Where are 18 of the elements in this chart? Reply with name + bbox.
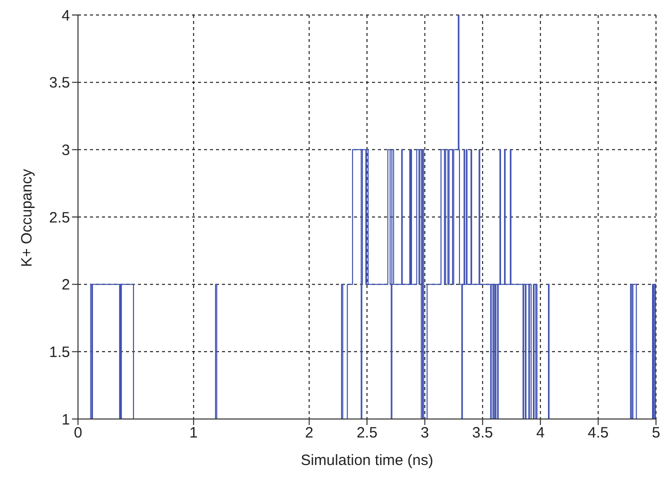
y-tick-label: 1 (62, 411, 70, 428)
y-tick-label: 2.5 (49, 209, 70, 226)
x-axis-title: Simulation time (ns) (300, 452, 434, 469)
y-tick-label: 3.5 (49, 74, 70, 92)
x-tick-label: 4 (536, 424, 545, 442)
x-tick-label: 0 (74, 424, 82, 442)
y-tick-label: 2 (62, 276, 70, 294)
x-tick-label: 2.5 (356, 424, 378, 442)
x-tick-label: 2 (305, 424, 314, 442)
x-tick-label: 3.5 (472, 424, 494, 442)
x-tick-label: 3 (420, 424, 429, 442)
y-axis-title: K+ Occupancy (18, 168, 36, 267)
y-tick-label: 3 (62, 142, 70, 159)
y-tick-label: 4 (62, 7, 70, 24)
y-tick-label: 1.5 (49, 344, 70, 361)
x-tick-label: 1 (189, 424, 198, 442)
x-tick-label: 5 (652, 424, 660, 442)
x-tick-label: 4.5 (588, 424, 609, 442)
